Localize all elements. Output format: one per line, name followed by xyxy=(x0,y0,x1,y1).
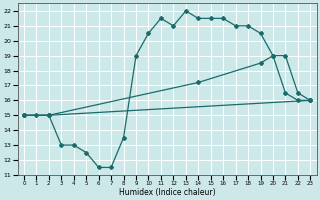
X-axis label: Humidex (Indice chaleur): Humidex (Indice chaleur) xyxy=(119,188,215,197)
